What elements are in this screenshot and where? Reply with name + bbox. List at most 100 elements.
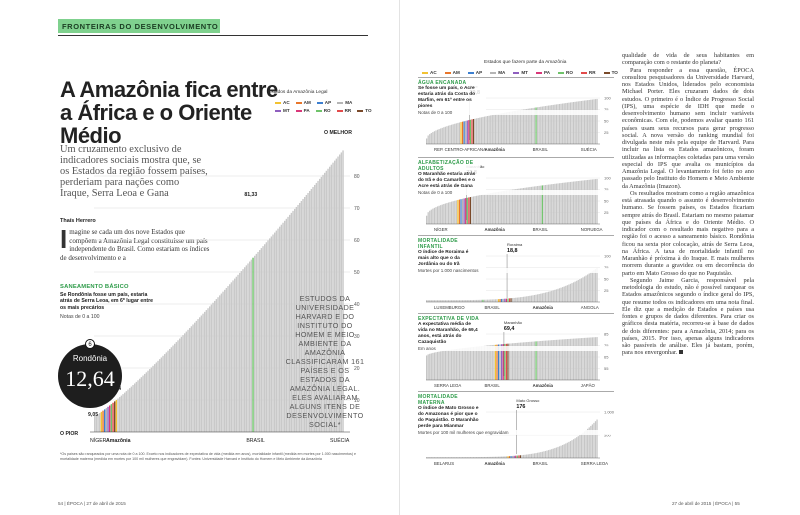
panel-bar bbox=[582, 180, 584, 224]
main-chart-bar bbox=[154, 364, 156, 432]
panel-bar bbox=[591, 337, 593, 380]
panel-y-tick: 100 bbox=[604, 176, 611, 181]
panel-axis-label: SERRA LEOA bbox=[581, 461, 608, 466]
panel-axis-label: Amazônia bbox=[533, 305, 554, 310]
main-chart-bar bbox=[329, 166, 331, 433]
panel-bar bbox=[582, 100, 584, 144]
panel-bar bbox=[513, 111, 515, 144]
panel-bar bbox=[430, 457, 432, 458]
panel-bar bbox=[432, 132, 434, 144]
main-chart-bar bbox=[227, 286, 229, 432]
panel-bar bbox=[451, 349, 453, 380]
legend-label: TO bbox=[365, 108, 372, 113]
panel-bar bbox=[426, 355, 428, 380]
panel-bar bbox=[452, 124, 454, 144]
panel-bar bbox=[447, 457, 450, 458]
legend-item-ma: MA bbox=[490, 70, 505, 75]
panel-bar bbox=[515, 110, 517, 144]
panel-bar bbox=[558, 339, 561, 380]
main-chart-bar bbox=[94, 416, 96, 432]
panel-bar bbox=[490, 456, 492, 458]
panel-bar bbox=[593, 337, 595, 380]
panel-bar bbox=[435, 300, 437, 302]
panel-bar bbox=[538, 106, 540, 144]
panel-bar bbox=[471, 119, 473, 144]
panel-bar bbox=[522, 187, 525, 224]
main-chart-bar bbox=[150, 367, 153, 432]
panel-bar bbox=[454, 300, 456, 302]
main-chart-bar bbox=[95, 415, 98, 432]
panel-bar bbox=[569, 338, 572, 380]
panel-bar bbox=[546, 105, 548, 144]
panel-bar bbox=[558, 446, 561, 458]
panel-bar bbox=[527, 187, 529, 224]
panel-bar bbox=[552, 104, 554, 144]
panel-bar bbox=[493, 456, 495, 458]
panel-bar bbox=[572, 181, 575, 224]
panel-bar bbox=[554, 339, 556, 380]
footnote: *Os países são ranqueados por uma nota d… bbox=[60, 452, 357, 461]
main-chart-bar bbox=[249, 261, 251, 432]
panel-bar bbox=[476, 457, 478, 458]
panel-bar bbox=[477, 117, 479, 144]
panel-bar bbox=[458, 199, 461, 224]
panel-heading: ÁGUA ENCANADA bbox=[418, 80, 480, 86]
legend-item-am: AM bbox=[444, 70, 460, 75]
panel-bar bbox=[507, 298, 509, 302]
panel-bar bbox=[480, 117, 482, 144]
panel-bar bbox=[537, 186, 539, 224]
panel-bar bbox=[563, 339, 565, 380]
main-chart-bar bbox=[245, 265, 248, 432]
panel-y-tick: 75 bbox=[604, 343, 609, 348]
y-tick-label: 30 bbox=[354, 334, 360, 340]
panel-bar bbox=[479, 346, 481, 380]
panel-bar bbox=[482, 457, 484, 458]
y-tick-label: 50 bbox=[354, 270, 360, 276]
panel-bar bbox=[429, 457, 431, 458]
legend-swatch bbox=[467, 71, 474, 74]
panel-bar bbox=[546, 340, 548, 380]
panel-bar bbox=[594, 337, 597, 380]
panel-bar bbox=[521, 109, 523, 144]
panel-bar bbox=[505, 190, 507, 224]
panel-bar bbox=[433, 300, 436, 302]
panel-bar bbox=[477, 299, 479, 302]
panel-bar bbox=[516, 110, 518, 144]
panel-bar bbox=[426, 138, 428, 144]
panel-axis-label: BRASIL bbox=[484, 383, 500, 388]
panel-bar bbox=[521, 342, 523, 380]
panel-bar bbox=[532, 453, 534, 458]
panel-note: Notas de 0 a 100 bbox=[418, 110, 614, 115]
legend-swatch bbox=[357, 109, 364, 112]
panel-bar bbox=[501, 344, 503, 380]
main-chart-bar bbox=[234, 278, 236, 432]
y-tick-label: 20 bbox=[354, 366, 360, 372]
panel-bar bbox=[541, 293, 543, 302]
panel-bar bbox=[499, 456, 501, 458]
main-chart-bar bbox=[164, 354, 166, 432]
panel-bar bbox=[558, 103, 561, 144]
panel-bar bbox=[455, 349, 457, 380]
panel-bar bbox=[596, 267, 598, 302]
panel-bar bbox=[572, 102, 575, 144]
panel-bar bbox=[576, 437, 578, 458]
panel-bar bbox=[568, 284, 570, 302]
main-chart-bar bbox=[304, 196, 306, 432]
panel-note: Notas de 0 a 100 bbox=[418, 190, 614, 195]
panel-bar bbox=[557, 183, 559, 224]
panel-bar bbox=[590, 179, 592, 224]
panel-axis-label: SERRA LEOA bbox=[434, 383, 461, 388]
panel-bar bbox=[491, 115, 493, 144]
panel-bar bbox=[527, 454, 529, 458]
panel-bar bbox=[452, 201, 454, 224]
panel-bar bbox=[480, 194, 482, 224]
main-chart-bar bbox=[97, 414, 99, 432]
panel-bar bbox=[532, 186, 534, 224]
panel-bar bbox=[499, 191, 501, 224]
panel-bar bbox=[468, 120, 470, 144]
panel-bar bbox=[590, 337, 592, 380]
panel-bar bbox=[444, 457, 447, 458]
panel-bar bbox=[544, 184, 547, 224]
panel-bar bbox=[435, 457, 437, 458]
main-chart-bar bbox=[165, 352, 168, 432]
